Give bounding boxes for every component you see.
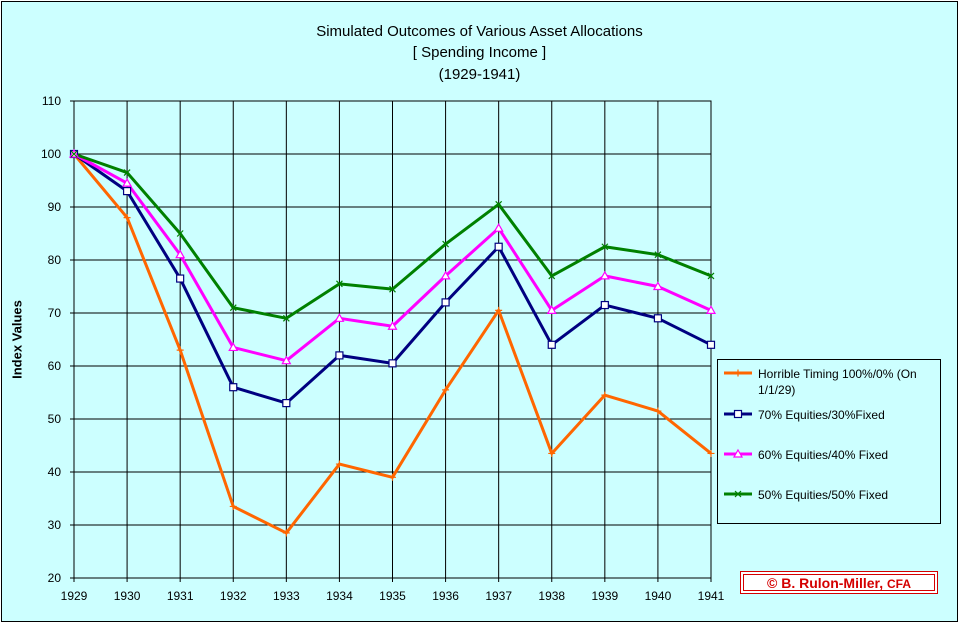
x-tick-label-1940: 1940 xyxy=(645,589,672,603)
legend-label-50-50: 50% Equities/50% Fixed xyxy=(758,488,889,502)
legend-swatch-marker-3 xyxy=(734,490,742,498)
data-point-s0-1930 xyxy=(123,214,131,222)
copyright-box: © B. Rulon-Miller, CFA xyxy=(740,571,938,594)
x-tick-label-1935: 1935 xyxy=(379,589,406,603)
data-point-s0-1931 xyxy=(176,346,184,354)
y-tick-label-60: 60 xyxy=(48,359,62,373)
data-point-s0-1933 xyxy=(282,529,290,537)
data-point-s0-1932 xyxy=(229,502,237,510)
x-tick-label-1937: 1937 xyxy=(485,589,512,603)
x-tick-label-1941: 1941 xyxy=(698,589,725,603)
legend-label-60-40: 60% Equities/40% Fixed xyxy=(758,448,889,462)
legend-swatch-marker-0 xyxy=(734,369,742,377)
data-point-s2-1932 xyxy=(228,342,239,352)
data-point-s0-1941 xyxy=(707,449,715,457)
y-tick-label-90: 90 xyxy=(48,200,62,214)
chart-date-range: (1929-1941) xyxy=(438,66,521,83)
y-tick-label-40: 40 xyxy=(48,465,62,479)
data-point-s2-1934 xyxy=(334,313,345,322)
y-tick-label-80: 80 xyxy=(48,253,62,267)
data-point-s1-1937 xyxy=(494,242,503,251)
data-point-s1-1940 xyxy=(653,314,663,323)
y-tick-label-50: 50 xyxy=(48,412,62,426)
data-point-s3-1939 xyxy=(601,243,609,251)
copyright-cfa: CFA xyxy=(886,577,911,591)
data-point-s3-1930 xyxy=(123,169,131,176)
data-point-s2-1937 xyxy=(493,222,504,232)
data-point-s2-1938 xyxy=(546,305,557,314)
chart-title: Simulated Outcomes of Various Asset Allo… xyxy=(316,23,643,40)
y-tick-label-110: 110 xyxy=(42,94,61,108)
x-tick-label-1929: 1929 xyxy=(61,589,88,603)
data-point-s1-1935 xyxy=(388,359,397,368)
data-point-s3-1936 xyxy=(442,240,450,248)
legend-swatch-70-30 xyxy=(724,409,752,419)
x-tick-label-1939: 1939 xyxy=(591,589,618,603)
data-point-s0-1936 xyxy=(442,386,450,394)
x-tick-label-1930: 1930 xyxy=(114,589,141,603)
x-tick-label-1934: 1934 xyxy=(326,589,353,603)
data-point-s0-1940 xyxy=(654,407,662,415)
data-point-s2-1935 xyxy=(387,321,398,330)
legend-swatch-marker-1 xyxy=(733,409,743,419)
data-point-s3-1935 xyxy=(389,285,396,293)
data-point-s2-1930 xyxy=(122,177,133,187)
data-point-s2-1940 xyxy=(652,281,663,291)
data-point-s3-1941 xyxy=(707,272,715,280)
data-point-s2-1933 xyxy=(281,355,292,365)
data-point-s2-1936 xyxy=(440,270,451,280)
data-point-s2-1939 xyxy=(599,270,610,280)
y-tick-label-70: 70 xyxy=(48,306,62,320)
data-point-s3-1933 xyxy=(282,314,290,322)
data-point-s0-1937 xyxy=(495,306,503,314)
data-point-s3-1929 xyxy=(70,150,78,158)
data-point-s1-1932 xyxy=(229,383,238,392)
legend-label-70-30: 70% Equities/30%Fixed xyxy=(758,408,885,422)
y-tick-label-30: 30 xyxy=(48,518,62,532)
y-tick-label-100: 100 xyxy=(41,147,61,161)
data-point-s3-1934 xyxy=(335,280,343,288)
copyright-text: © B. Rulon-Miller, CFA xyxy=(743,574,935,591)
data-point-s1-1931 xyxy=(176,274,185,283)
data-point-s1-1934 xyxy=(335,351,344,360)
data-point-s3-1938 xyxy=(548,272,556,280)
data-point-s1-1941 xyxy=(706,340,716,349)
data-point-s0-1935 xyxy=(389,473,396,481)
data-point-s0-1939 xyxy=(601,391,609,399)
legend-label-horrible-timing: Horrible Timing 100%/0% (On 1/1/29) xyxy=(758,367,917,397)
data-point-s2-1931 xyxy=(175,249,186,259)
data-point-s3-1932 xyxy=(229,304,237,312)
data-point-s1-1938 xyxy=(547,340,556,349)
copyright-main: © B. Rulon-Miller, xyxy=(767,575,887,591)
x-tick-label-1931: 1931 xyxy=(167,589,194,603)
legend-swatch-50-50 xyxy=(724,490,752,498)
data-point-s1-1939 xyxy=(600,300,609,310)
y-tick-label-20: 20 xyxy=(48,571,62,585)
data-point-s0-1934 xyxy=(335,460,343,468)
data-point-s0-1938 xyxy=(548,449,556,457)
data-point-s3-1937 xyxy=(495,200,503,208)
legend-swatch-marker-2 xyxy=(732,448,744,458)
x-tick-label-1936: 1936 xyxy=(432,589,459,603)
data-point-s1-1933 xyxy=(282,399,291,408)
legend-swatch-horrible-timing xyxy=(724,369,752,377)
x-tick-label-1933: 1933 xyxy=(273,589,300,603)
data-point-s1-1930 xyxy=(122,187,132,196)
legend-swatch-60-40 xyxy=(724,448,752,458)
data-point-s1-1936 xyxy=(441,298,450,307)
data-point-s3-1940 xyxy=(654,251,662,259)
data-point-s2-1941 xyxy=(705,305,717,314)
legend: Horrible Timing 100%/0% (On 1/1/29) 70% … xyxy=(717,359,941,524)
x-tick-label-1938: 1938 xyxy=(538,589,565,603)
x-tick-label-1932: 1932 xyxy=(220,589,247,603)
chart-subtitle: [ Spending Income ] xyxy=(412,44,547,61)
data-point-s3-1931 xyxy=(176,230,184,237)
